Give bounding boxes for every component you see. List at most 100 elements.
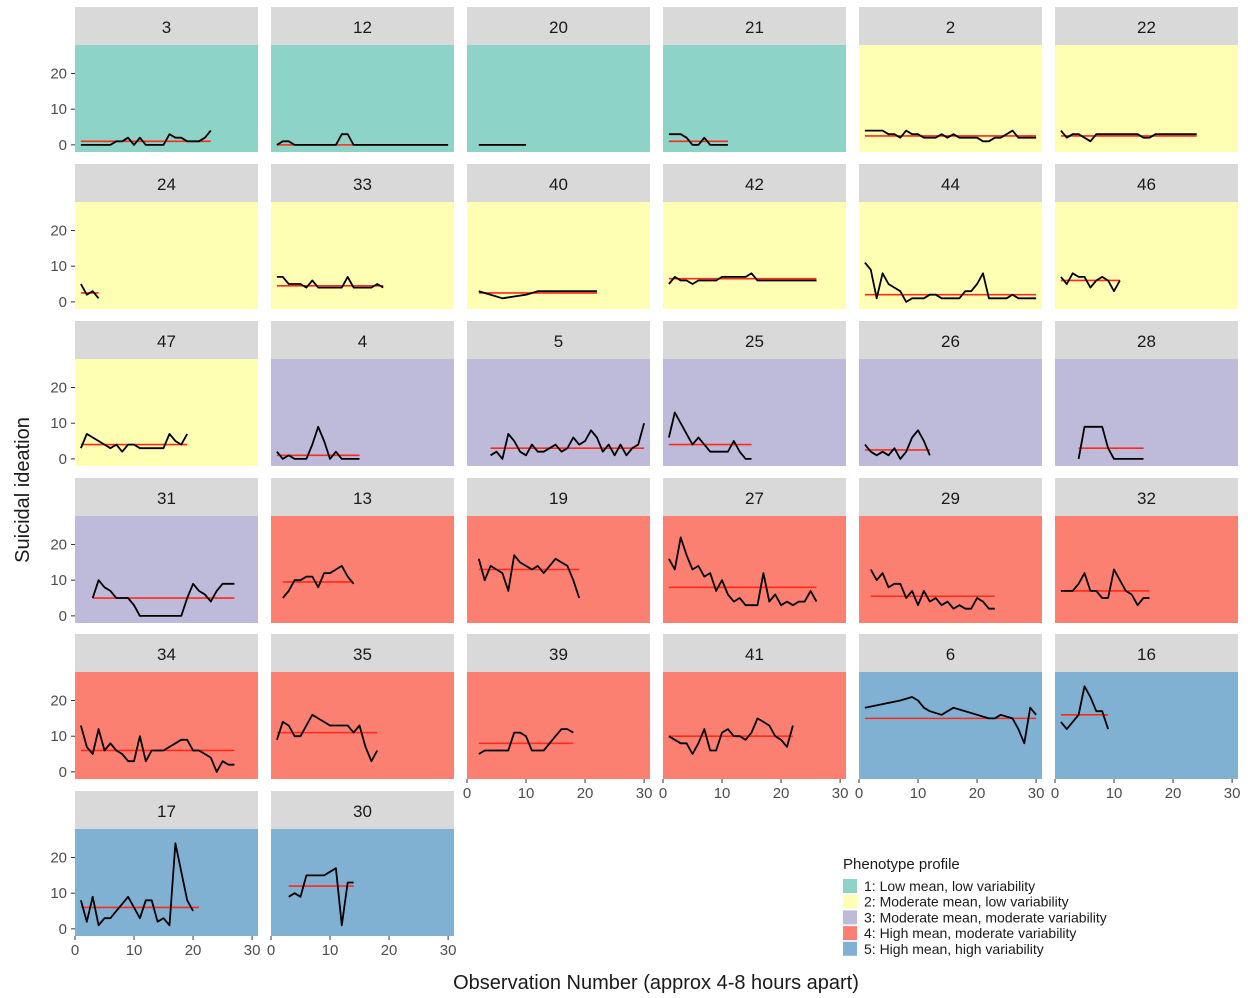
facet-strip-label: 20	[549, 18, 568, 37]
facet-plot-background	[75, 202, 258, 309]
observation-series-line	[668, 717, 794, 755]
facet-strip	[75, 634, 258, 672]
y-tick-label: 20	[50, 850, 67, 867]
facet-panel-30: 30	[271, 791, 454, 936]
observation-series-line	[864, 429, 931, 460]
x-tick-label: 10	[910, 785, 927, 802]
facet-panel-26: 26	[859, 321, 1042, 466]
x-tick-label: 0	[1051, 785, 1059, 802]
facet-strip-label: 41	[745, 645, 764, 664]
facet-strip	[467, 7, 650, 45]
x-tick-label: 10	[322, 942, 339, 959]
x-tick-label: 0	[463, 785, 471, 802]
facet-panel-46: 46	[1055, 164, 1238, 309]
facet-strip	[859, 164, 1042, 202]
y-tick-label: 0	[59, 294, 67, 311]
observation-series-line	[478, 728, 574, 755]
observation-series-line	[282, 565, 355, 599]
facet-panel-33: 33	[271, 164, 454, 309]
facet-strip-label: 22	[1137, 18, 1156, 37]
facet-plot-background	[859, 359, 1042, 466]
facet-panel-21: 21	[663, 7, 846, 152]
facet-strip	[1055, 478, 1238, 516]
observation-series-line	[864, 129, 1037, 143]
facet-panel-27: 27	[663, 478, 846, 623]
facet-panel-28: 28	[1055, 321, 1238, 466]
observation-series-line	[477, 554, 581, 599]
observation-series-line	[668, 536, 818, 607]
x-tick-label: 30	[440, 942, 457, 959]
observation-series-line	[1060, 272, 1121, 293]
facet-panel-39: 39	[467, 634, 650, 779]
observation-series-line	[668, 133, 728, 146]
observation-series-line	[668, 272, 817, 285]
legend-swatch-2	[843, 894, 857, 909]
legend-swatch-3	[843, 910, 857, 925]
facet-panel-44: 44	[859, 164, 1042, 309]
x-tick-label: 30	[244, 942, 261, 959]
facet-plot-background	[859, 672, 1042, 779]
observation-series-line	[288, 867, 354, 927]
facet-strip	[271, 321, 454, 359]
x-tick-label: 30	[636, 785, 653, 802]
facet-strip	[467, 634, 650, 672]
facet-plot-background	[859, 516, 1042, 623]
facet-strip	[271, 791, 454, 829]
facet-strip-label: 24	[157, 175, 176, 194]
facet-strip	[1055, 321, 1238, 359]
facet-panel-5: 5	[467, 321, 650, 466]
observation-series-line	[1060, 685, 1109, 730]
y-tick-label: 20	[50, 380, 67, 397]
observation-series-line	[1060, 130, 1197, 143]
facet-panel-32: 32	[1055, 478, 1238, 623]
observation-series-line	[864, 262, 1037, 303]
facet-panel-34: 34	[75, 634, 258, 779]
legend-swatch-1	[843, 879, 857, 893]
axes-layer: 0 10 20 0 10 20 0 10 20 0 10 20 0 10 20 0 10 20 0 10 20 30 0 10…	[50, 66, 1240, 959]
facet-strip	[1055, 7, 1238, 45]
facet-strip-label: 47	[157, 332, 176, 351]
x-tick-label: 30	[1224, 785, 1241, 802]
observation-series-line	[478, 290, 597, 300]
legend-swatch-5	[843, 941, 857, 956]
facet-plot-background	[1055, 202, 1238, 309]
facet-plot-background	[271, 672, 454, 779]
x-tick-label: 0	[71, 942, 79, 959]
x-tick-label: 0	[659, 785, 667, 802]
facet-strip-label: 28	[1137, 332, 1156, 351]
facet-strip-label: 2	[946, 18, 955, 37]
facet-strip-label: 35	[353, 645, 372, 664]
facet-plot-background	[271, 359, 454, 466]
facet-plot-background	[1055, 672, 1238, 779]
facet-plot-background	[663, 202, 846, 309]
x-tick-label: 20	[969, 785, 986, 802]
facet-panel-41: 41	[663, 634, 846, 779]
facet-panel-25: 25	[663, 321, 846, 466]
facet-plot-background	[75, 516, 258, 623]
facet-strip-label: 31	[157, 489, 176, 508]
y-tick-label: 0	[59, 608, 67, 625]
facet-strip	[1055, 164, 1238, 202]
facet-panel-24: 24	[75, 164, 258, 309]
y-tick-label: 20	[50, 223, 67, 240]
facet-strip-label: 12	[353, 18, 372, 37]
facet-panel-17: 17	[75, 791, 258, 936]
observation-series-line	[80, 283, 100, 299]
facet-strip	[467, 164, 650, 202]
facet-strip-label: 5	[554, 332, 563, 351]
observation-series-line	[668, 411, 752, 460]
facet-panel-40: 40	[467, 164, 650, 309]
y-tick-label: 10	[50, 101, 67, 118]
x-tick-label: 0	[267, 942, 275, 959]
facet-panel-31: 31	[75, 478, 258, 623]
facet-plot-background	[467, 45, 650, 152]
facet-strip-label: 6	[946, 645, 955, 664]
facet-strip-label: 21	[745, 18, 764, 37]
facet-strip-label: 13	[353, 489, 372, 508]
facet-strip-label: 17	[157, 802, 176, 821]
facet-panel-13: 13	[271, 478, 454, 623]
facet-strip-label: 29	[941, 489, 960, 508]
facet-plot-background	[271, 516, 454, 623]
